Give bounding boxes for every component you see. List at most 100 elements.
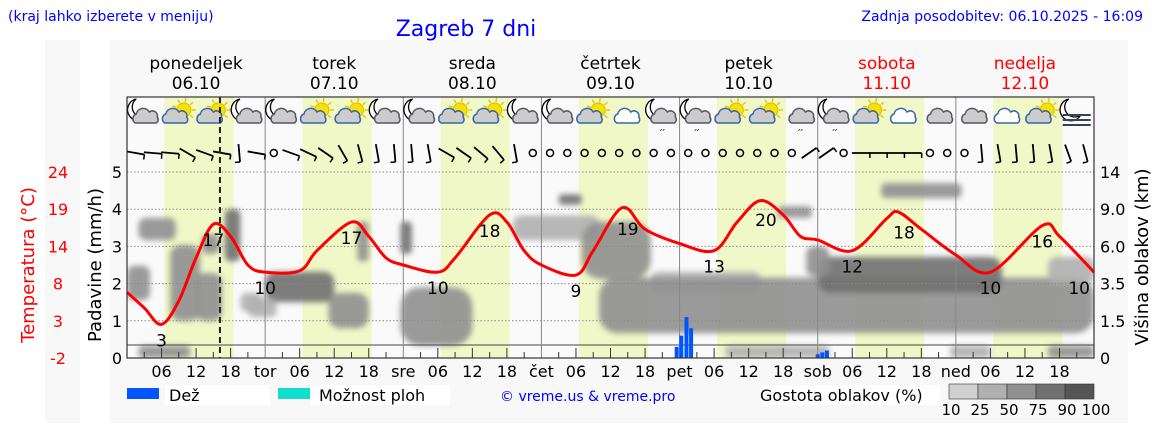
cloud-patch: [725, 345, 830, 358]
calm-wind-icon: [942, 148, 952, 158]
cloud-patch: [201, 234, 220, 254]
cloud-patch: [881, 183, 962, 199]
wind-barb-icon: [143, 151, 162, 155]
day-date: 11.10: [862, 74, 911, 94]
rain-bar: [674, 346, 679, 358]
wind-barb-icon: [818, 147, 835, 159]
sun-ray: [453, 99, 457, 104]
colorbar-segment: [1064, 383, 1095, 400]
plot-frame: [126, 96, 1095, 359]
wind-barb-icon: [179, 147, 196, 159]
day-name: torek: [312, 54, 356, 74]
sun-ray: [880, 114, 885, 119]
cloud-icon: [926, 107, 954, 124]
cloud-icon: [472, 107, 500, 124]
wind-barbs: [126, 143, 1089, 164]
sun-ray: [172, 105, 177, 108]
sun-ray: [460, 98, 463, 103]
temp-axis-panel: [45, 40, 80, 423]
weather-icon-cloud-rain: ״: [788, 107, 816, 138]
temperature-label: 3: [156, 331, 167, 351]
precipitation-axis-label: Padavine (mm/h): [85, 188, 106, 342]
cloud-patch: [512, 215, 599, 241]
weather-icon-cloud: [613, 107, 641, 124]
rain-bar: [679, 335, 684, 358]
calm-wind-icon: [528, 148, 538, 158]
x-tick-label-day: pet: [666, 362, 692, 381]
wind-barb-icon: [317, 147, 334, 159]
day-date: 07.10: [310, 74, 359, 94]
x-tick-label: 18: [1049, 362, 1069, 381]
sun-ray: [729, 99, 734, 104]
calm-wind-icon: [683, 148, 693, 158]
sun-ray: [771, 98, 774, 103]
rain-bar: [820, 352, 825, 358]
calm-wind-icon: [563, 148, 572, 158]
cloud-icon: [161, 107, 189, 124]
sun-ray: [500, 114, 505, 119]
wind-barb-icon: [1064, 144, 1073, 162]
wind-barb-flag: [1066, 160, 1072, 164]
wind-barb-icon: [299, 148, 317, 158]
cloud-icon: [788, 107, 816, 124]
cloud-icon: [235, 107, 263, 124]
temperature-line: [125, 199, 1096, 326]
wind-barb-flag: [357, 160, 363, 164]
calm-wind-icon: [580, 148, 589, 158]
day-date: 12.10: [1001, 74, 1050, 94]
cloud-patch: [1047, 345, 1094, 358]
sun-ray: [327, 101, 332, 106]
weather-icon-moon-cloud-rain: ״: [679, 98, 712, 138]
x-tick-label: 18: [911, 362, 931, 381]
wind-barb-icon: [513, 143, 518, 163]
sun-ray: [603, 101, 608, 106]
calm-wind-icon: [787, 148, 797, 158]
day-date: 06.10: [172, 74, 221, 94]
calm-wind-icon: [753, 148, 762, 158]
cloud-patch: [400, 221, 412, 254]
cloud-density-legend-label: Gostota oblakov (%): [760, 386, 923, 405]
day-date: 09.10: [586, 74, 635, 94]
temperature-label: 12: [841, 258, 863, 278]
weather-icon-sun-cloud: [196, 98, 231, 124]
cloud-patch: [950, 345, 991, 358]
temp-tick-label: 3: [53, 312, 63, 331]
temperature-label: 9: [571, 282, 582, 302]
sun-ray: [1052, 101, 1057, 106]
wind-barb-icon: [212, 150, 231, 156]
location-hint[interactable]: (kraj lahko izberete v meniju): [8, 9, 214, 25]
cloud-icon: [546, 107, 574, 124]
weather-icon-sun-cloud: [299, 98, 334, 124]
cloud-patch: [328, 292, 369, 329]
weather-icon-moon-cloud: [127, 98, 159, 124]
cloud-icon: [960, 107, 988, 124]
cloud-patch: [265, 271, 335, 303]
sun-ray: [603, 114, 608, 119]
weather-icon-moon-cloud: [506, 98, 539, 124]
calm-wind-icon: [614, 148, 624, 158]
sun-ray: [177, 99, 181, 104]
temp-tick-label: -2: [50, 349, 66, 368]
temperature-label: 17: [203, 231, 225, 251]
sun-ray: [322, 98, 325, 103]
sun-ray: [223, 114, 229, 119]
x-tick-label: 12: [877, 362, 897, 381]
calm-wind-icon: [269, 148, 279, 158]
credit-link[interactable]: © vreme.us & vreme.pro: [500, 389, 675, 405]
colorbar-tick-label: 10: [941, 401, 960, 419]
x-tick-label: 18: [635, 362, 655, 381]
sun-ray: [487, 99, 492, 104]
cloud-height-tick-label: 14: [1100, 163, 1120, 182]
weather-icon-moon-cloud-rain: ״: [645, 98, 677, 138]
showers-swatch: [278, 388, 310, 399]
sun-ray: [465, 114, 470, 119]
calm-wind-icon: [666, 148, 676, 158]
colorbar-segment: [1006, 383, 1037, 400]
weather-icon-moon-cloud: [541, 98, 574, 124]
wind-barb-flag: [313, 156, 318, 162]
wind-barb-icon: [1082, 144, 1089, 162]
cloud-icon: [684, 107, 712, 124]
sun-ray: [1035, 105, 1040, 108]
